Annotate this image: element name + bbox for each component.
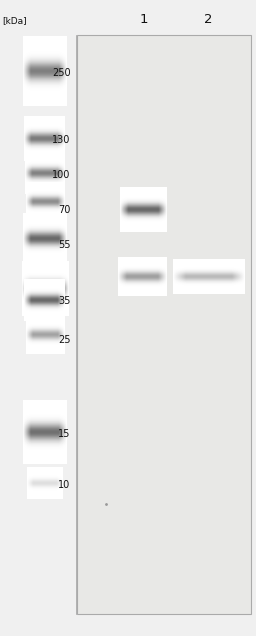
FancyBboxPatch shape	[77, 35, 251, 614]
Text: 10: 10	[58, 480, 70, 490]
Text: [kDa]: [kDa]	[3, 16, 27, 25]
Text: 130: 130	[52, 135, 70, 145]
Text: 55: 55	[58, 240, 70, 250]
Text: 35: 35	[58, 296, 70, 306]
Text: 15: 15	[58, 429, 70, 439]
Text: 2: 2	[204, 13, 213, 25]
Text: 70: 70	[58, 205, 70, 215]
Text: 25: 25	[58, 335, 70, 345]
Text: 100: 100	[52, 170, 70, 180]
Text: 1: 1	[139, 13, 148, 25]
Text: 250: 250	[52, 68, 70, 78]
